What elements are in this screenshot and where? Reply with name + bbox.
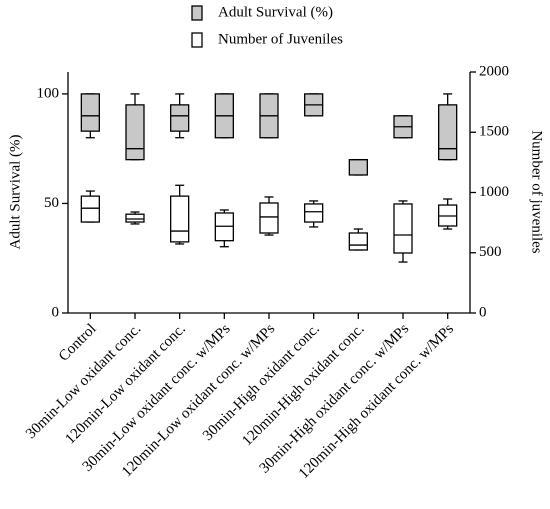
y-tick-label: 100 — [37, 85, 60, 101]
box — [125, 213, 145, 223]
box — [125, 104, 145, 161]
y2-tick-label: 0 — [479, 304, 487, 320]
box — [438, 104, 458, 161]
y2-axis-label: Number of juveniles — [529, 130, 545, 253]
y2-tick-label: 1000 — [479, 184, 509, 200]
y-tick-label: 50 — [44, 195, 59, 211]
box — [80, 93, 100, 132]
y-tick-label: 0 — [52, 304, 60, 320]
legend-label: Adult Survival (%) — [218, 4, 333, 20]
y-axis-label: Adult Survival (%) — [7, 135, 23, 250]
box — [170, 195, 190, 243]
box — [170, 104, 190, 132]
y2-tick-label: 500 — [479, 244, 502, 260]
box — [259, 202, 279, 234]
box — [393, 203, 413, 254]
box — [80, 195, 100, 223]
box — [348, 232, 368, 251]
legend-swatch — [191, 5, 203, 21]
box — [304, 203, 324, 223]
legend-swatch — [191, 32, 203, 48]
box — [348, 158, 368, 176]
legend-label: Number of Juveniles — [218, 31, 343, 47]
y2-tick-label: 2000 — [479, 63, 509, 79]
x-tick-label: Control — [56, 321, 100, 365]
y2-tick-label: 1500 — [479, 124, 509, 140]
